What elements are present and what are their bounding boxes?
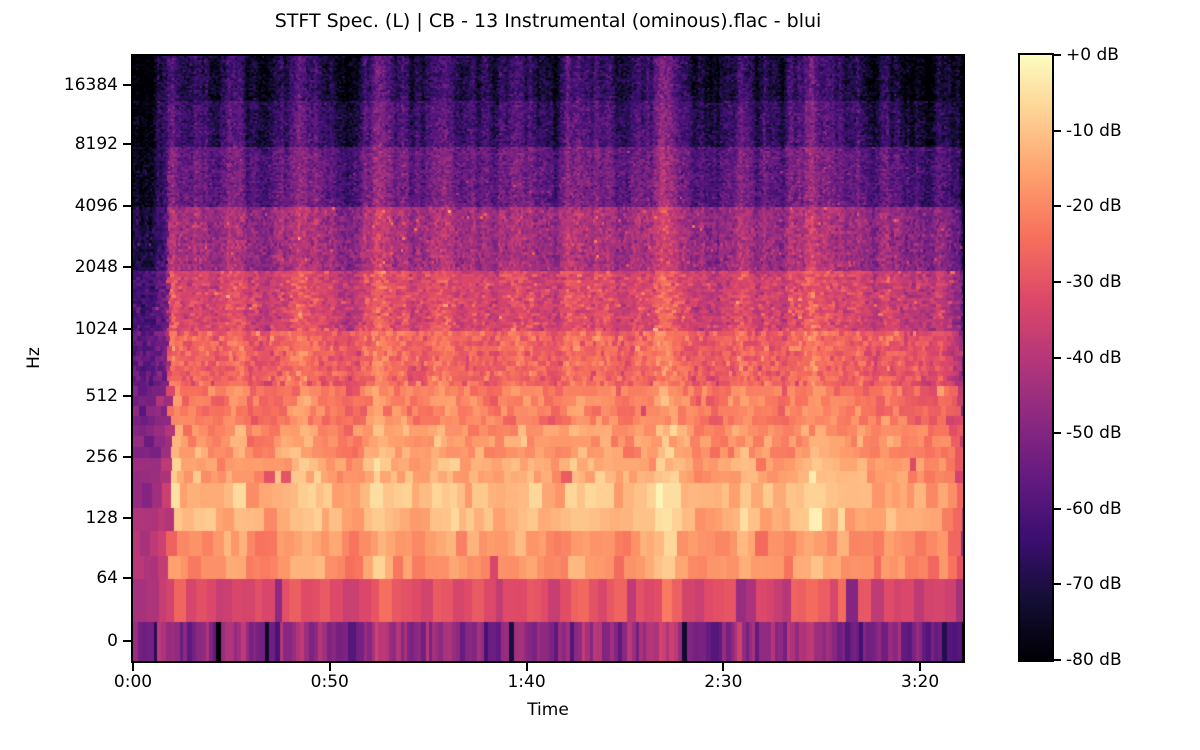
colorbar-tick-label: -50 dB: [1066, 423, 1122, 444]
colorbar-tick-mark: [1054, 356, 1061, 359]
x-tick-label: 0:00: [113, 672, 153, 692]
y-tick-label: 512: [85, 386, 118, 406]
colorbar-tick-mark: [1054, 507, 1061, 510]
y-tick-label: 256: [85, 446, 118, 467]
colorbar-frame: [1018, 53, 1054, 662]
colorbar-tick-mark: [1054, 659, 1061, 661]
y-tick-mark: [123, 639, 131, 642]
y-tick-mark: [123, 576, 131, 579]
y-tick-label: 0: [107, 630, 118, 651]
spectrogram-image: [133, 56, 963, 661]
y-tick-label: 8192: [74, 134, 118, 155]
plot-frame: [131, 54, 965, 663]
colorbar-tick-mark: [1054, 432, 1061, 435]
y-tick-label: 16384: [63, 75, 118, 96]
x-tick-mark: [525, 663, 528, 671]
colorbar-tick-label: -20 dB: [1066, 196, 1122, 217]
colorbar-tick-mark: [1054, 205, 1061, 208]
x-tick-label: 0:50: [310, 672, 349, 692]
colorbar-gradient: [1020, 55, 1052, 660]
colorbar-tick-label: +0 dB: [1066, 45, 1119, 65]
y-axis-label: Hz: [24, 347, 44, 369]
y-tick-label: 128: [85, 507, 118, 528]
colorbar-tick-mark: [1054, 129, 1061, 132]
y-tick-mark: [123, 143, 131, 146]
colorbar-tick-mark: [1054, 583, 1061, 586]
x-tick-label: 3:20: [901, 672, 940, 692]
y-tick-mark: [123, 266, 131, 269]
colorbar-tick-label: -60 dB: [1066, 498, 1122, 519]
chart-title: STFT Spec. (L) | CB - 13 Instrumental (o…: [274, 10, 822, 32]
x-tick-label: 2:30: [704, 672, 743, 692]
y-tick-mark: [123, 455, 131, 458]
colorbar-tick-label: -10 dB: [1066, 120, 1122, 141]
x-tick-mark: [919, 663, 922, 671]
x-tick-mark: [328, 663, 331, 671]
y-tick-mark: [123, 516, 131, 519]
colorbar-tick-mark: [1054, 280, 1061, 283]
y-tick-mark: [123, 84, 131, 87]
y-tick-mark: [123, 395, 131, 397]
colorbar-tick-label: -30 dB: [1066, 271, 1122, 292]
colorbar-tick-label: -40 dB: [1066, 347, 1122, 368]
y-tick-label: 4096: [74, 195, 118, 216]
x-axis-label: Time: [527, 700, 569, 720]
y-tick-mark: [123, 204, 131, 207]
x-tick-label: 1:40: [507, 672, 546, 692]
y-tick-label: 64: [96, 567, 118, 588]
x-tick-mark: [722, 663, 725, 671]
y-tick-label: 1024: [74, 318, 118, 339]
colorbar-tick-label: -80 dB: [1066, 650, 1122, 670]
colorbar-tick-mark: [1054, 54, 1061, 56]
y-tick-mark: [123, 327, 131, 330]
y-tick-label: 2048: [74, 257, 118, 278]
x-tick-mark: [132, 663, 134, 671]
colorbar-tick-label: -70 dB: [1066, 574, 1122, 595]
